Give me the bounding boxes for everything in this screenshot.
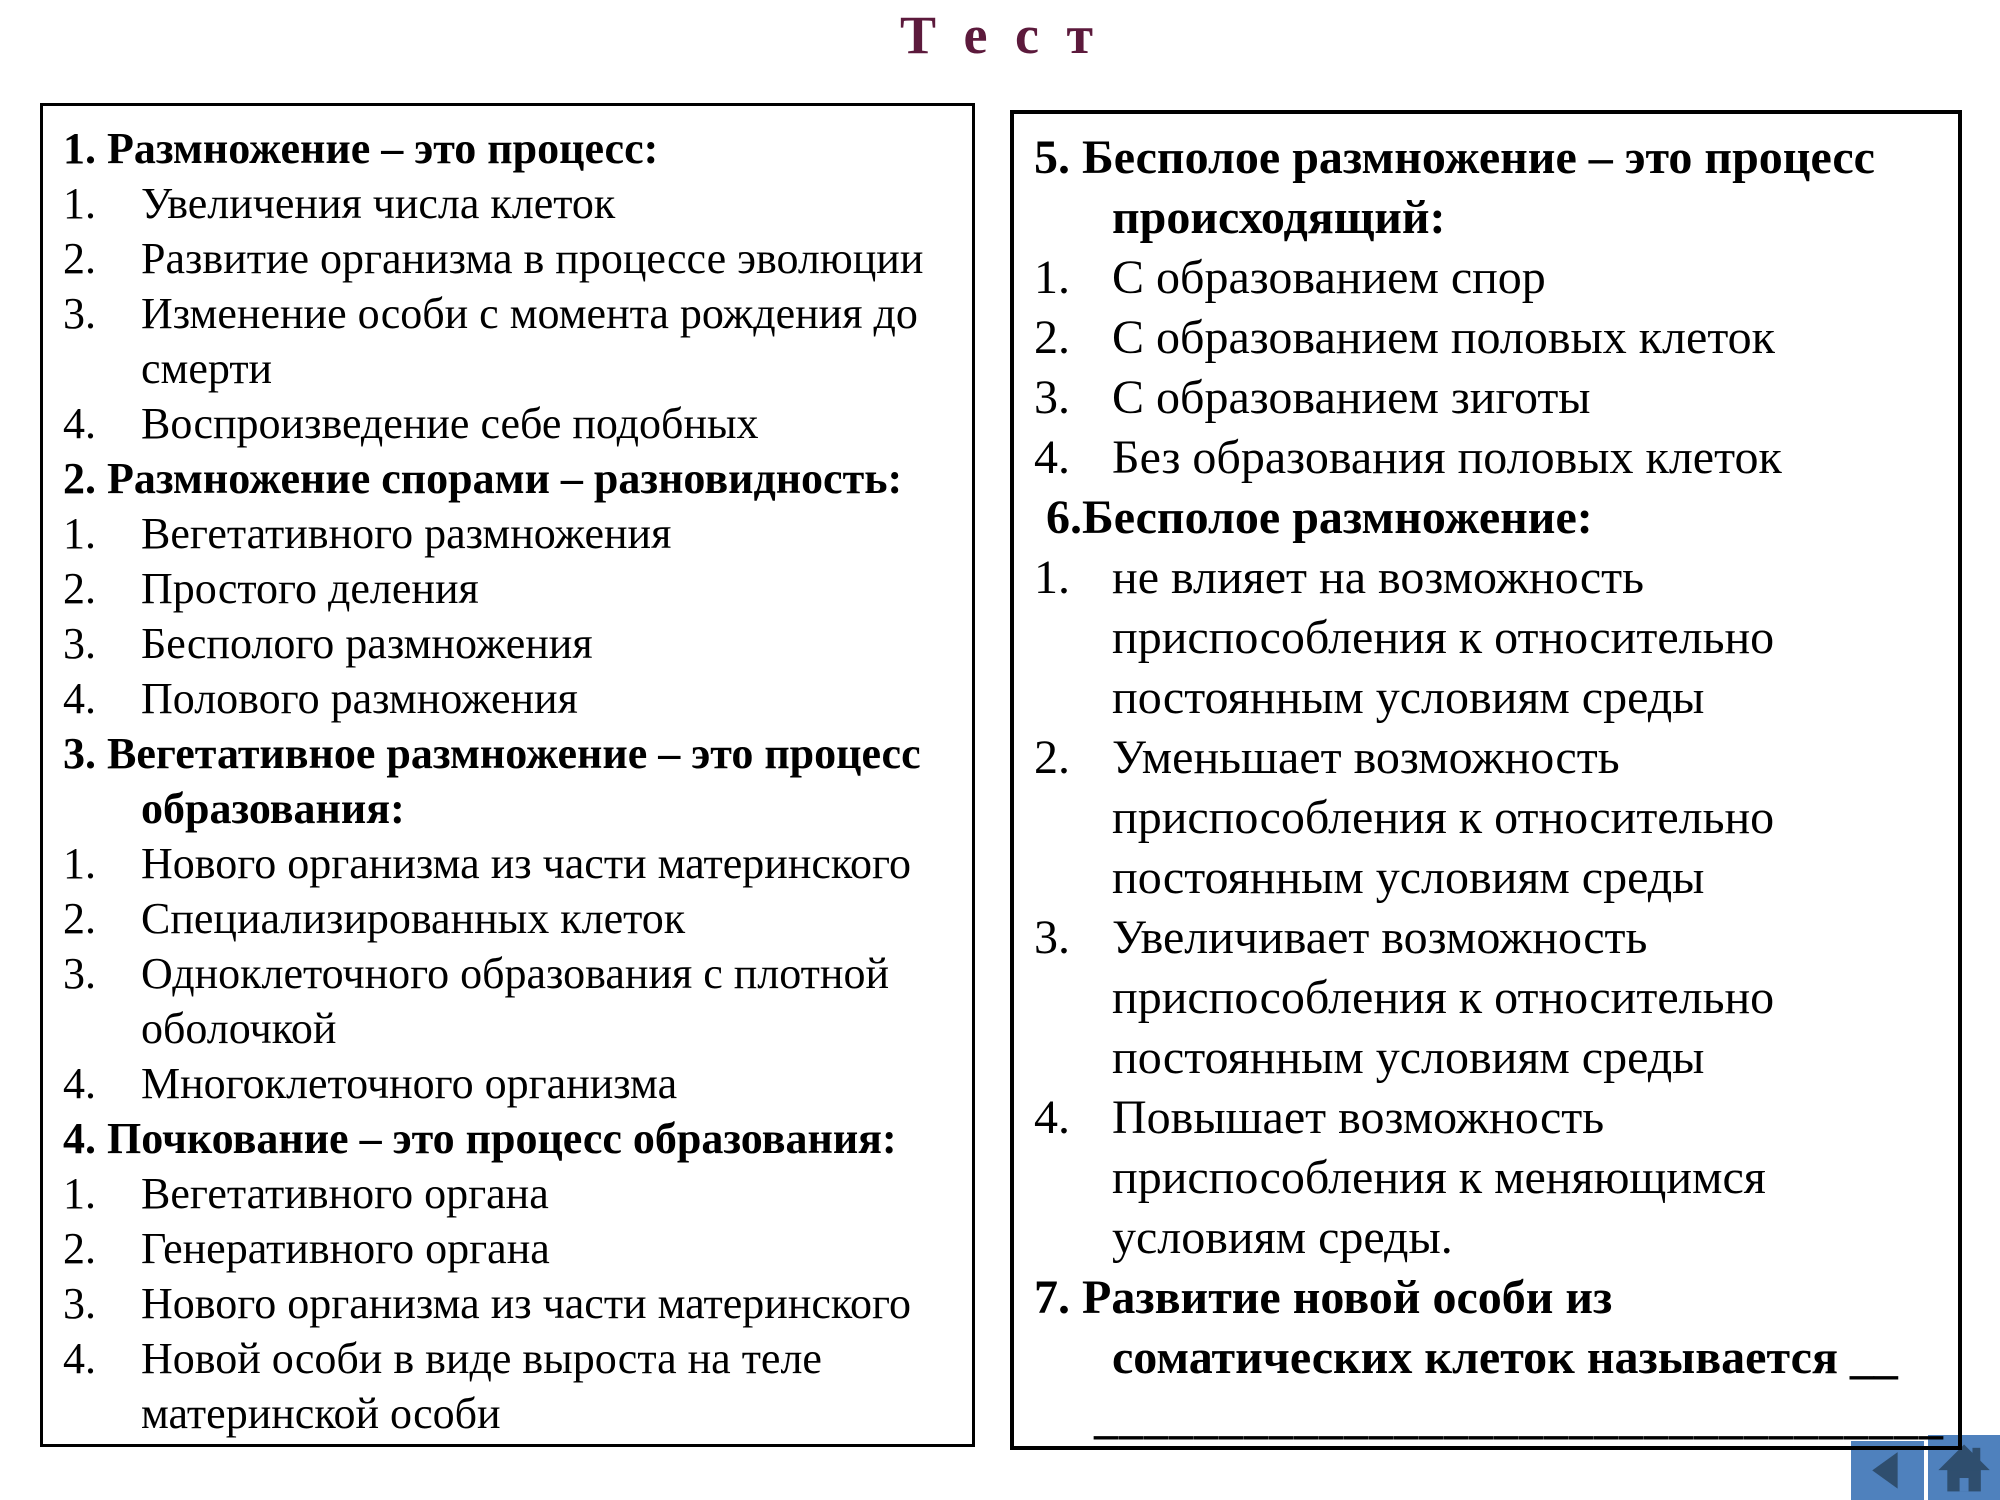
option-number: 4. <box>63 1334 96 1383</box>
answer-blank: __________________________________ <box>1094 1391 1944 1444</box>
answer-option: 2. Специализированных клеток <box>63 891 956 946</box>
option-text: Без образования половых клеток <box>1112 431 1782 484</box>
option-text: Нового организма из части материнского <box>141 1279 911 1328</box>
option-text: Нового организма из части материнского <box>141 839 911 888</box>
option-text: Бесполого размножения <box>141 619 593 668</box>
option-number: 2. <box>63 234 96 283</box>
answer-option: 2. Генеративного органа <box>63 1221 956 1276</box>
option-text: Повышает возможность <box>1112 1091 1605 1144</box>
home-icon <box>1938 1444 1990 1491</box>
option-number: 3. <box>63 289 96 338</box>
question-text: 2. Размножение спорами – разновидность: <box>63 454 903 503</box>
answer-option: 2. Уменьшает возможность приспособления к … <box>1034 728 1946 908</box>
answer-option: 2. Развитие организма в процессе эволюции <box>63 231 956 286</box>
option-number: 1. <box>63 509 96 558</box>
answer-option: 1. Вегетативного размножения <box>63 506 956 561</box>
answer-option: 4. Без образования половых клеток <box>1034 428 1946 488</box>
answer-option: 4. Повышает возможность приспособления к м… <box>1034 1088 1946 1268</box>
test-questions-right-panel: 5. Бесполое размножение – это процесс про… <box>1010 110 1962 1450</box>
option-text: Генеративного органа <box>141 1224 550 1273</box>
answer-option: 1. Вегетативного органа <box>63 1166 956 1221</box>
option-text: Многоклеточного организма <box>141 1059 678 1108</box>
option-number: 3. <box>1034 911 1070 964</box>
answer-option: 1. не влияет на возможность приспособления… <box>1034 548 1946 728</box>
option-number: 2. <box>1034 311 1070 364</box>
option-text: Вегетативного размножения <box>141 509 672 558</box>
option-text: Новой особи в виде выроста на теле <box>141 1334 822 1383</box>
answer-option: 3. Бесполого размножения <box>63 616 956 671</box>
option-number: 2. <box>63 894 96 943</box>
answer-option: 3. Нового организма из части материнского <box>63 1276 956 1331</box>
option-number: 1. <box>1034 551 1070 604</box>
option-number: 3. <box>63 949 96 998</box>
back-button[interactable] <box>1851 1441 1924 1500</box>
question-text: 5. Бесполое размножение – это процесс про… <box>1034 131 1875 244</box>
option-number: 1. <box>63 179 96 228</box>
question-text: 6.Бесполое размножение: <box>1034 491 1593 544</box>
option-number: 3. <box>1034 371 1070 424</box>
option-text: С образованием спор <box>1112 251 1546 304</box>
option-number: 1. <box>1034 251 1070 304</box>
option-text: Одноклеточного образования с плотной <box>141 949 889 998</box>
answer-option: 4. Новой особи в виде выроста на теле мате… <box>63 1331 956 1441</box>
option-number: 2. <box>63 1224 96 1273</box>
answer-option: 3. Изменение особи с момента рождения до с… <box>63 286 956 396</box>
back-arrow-icon <box>1872 1452 1898 1489</box>
answer-option: 4. Полового размножения <box>63 671 956 726</box>
question-text: 3. Вегетативное размножение – это процес… <box>63 729 921 833</box>
answer-option: 2. Простого деления <box>63 561 956 616</box>
option-number: 3. <box>63 619 96 668</box>
option-text: Развитие организма в процессе эволюции <box>141 234 924 283</box>
option-number: 4. <box>63 674 96 723</box>
option-text: Вегетативного органа <box>141 1169 549 1218</box>
option-text: С образованием зиготы <box>1112 371 1591 424</box>
option-text: С образованием половых клеток <box>1112 311 1775 364</box>
option-text: Воспроизведение себе подобных <box>141 399 759 448</box>
option-text: Увеличивает возможность <box>1112 911 1648 964</box>
question-text: 4. Почкование – это процесс образования: <box>63 1114 897 1163</box>
answer-option: 1. С образованием спор <box>1034 248 1946 308</box>
answer-option: 3. С образованием зиготы <box>1034 368 1946 428</box>
option-number: 4. <box>1034 1091 1070 1144</box>
question-text: 7. Развитие новой особи из соматических к… <box>1034 1271 1898 1384</box>
option-number: 1. <box>63 839 96 888</box>
answer-option: 3. Одноклеточного образования с плотной об… <box>63 946 956 1056</box>
option-number: 4. <box>63 1059 96 1108</box>
page-title: Т е с т <box>900 5 1100 65</box>
answer-option: 1. Нового организма из части материнского <box>63 836 956 891</box>
option-text: Изменение особи с момента рождения до <box>141 289 918 338</box>
answer-option: 3. Увеличивает возможность приспособления … <box>1034 908 1946 1088</box>
option-text: Уменьшает возможность <box>1112 731 1620 784</box>
option-number: 4. <box>1034 431 1070 484</box>
answer-option: 4. Воспроизведение себе подобных <box>63 396 956 451</box>
answer-option: 1. Увеличения числа клеток <box>63 176 956 231</box>
option-text: Простого деления <box>141 564 479 613</box>
home-button[interactable] <box>1928 1435 2000 1500</box>
option-text: Увеличения числа клеток <box>141 179 616 228</box>
option-number: 4. <box>63 399 96 448</box>
answer-option: 4. Многоклеточного организма <box>63 1056 956 1111</box>
option-number: 2. <box>63 564 96 613</box>
option-number: 1. <box>63 1169 96 1218</box>
option-number: 3. <box>63 1279 96 1328</box>
answer-option: 2. С образованием половых клеток <box>1034 308 1946 368</box>
test-questions-left-panel: 1. Размножение – это процесс: 1. Увеличени… <box>40 103 975 1447</box>
option-text: не влияет на возможность <box>1112 551 1645 604</box>
option-number: 2. <box>1034 731 1070 784</box>
option-text: Полового размножения <box>141 674 578 723</box>
option-text: Специализированных клеток <box>141 894 686 943</box>
question-text: 1. Размножение – это процесс: <box>63 124 659 173</box>
